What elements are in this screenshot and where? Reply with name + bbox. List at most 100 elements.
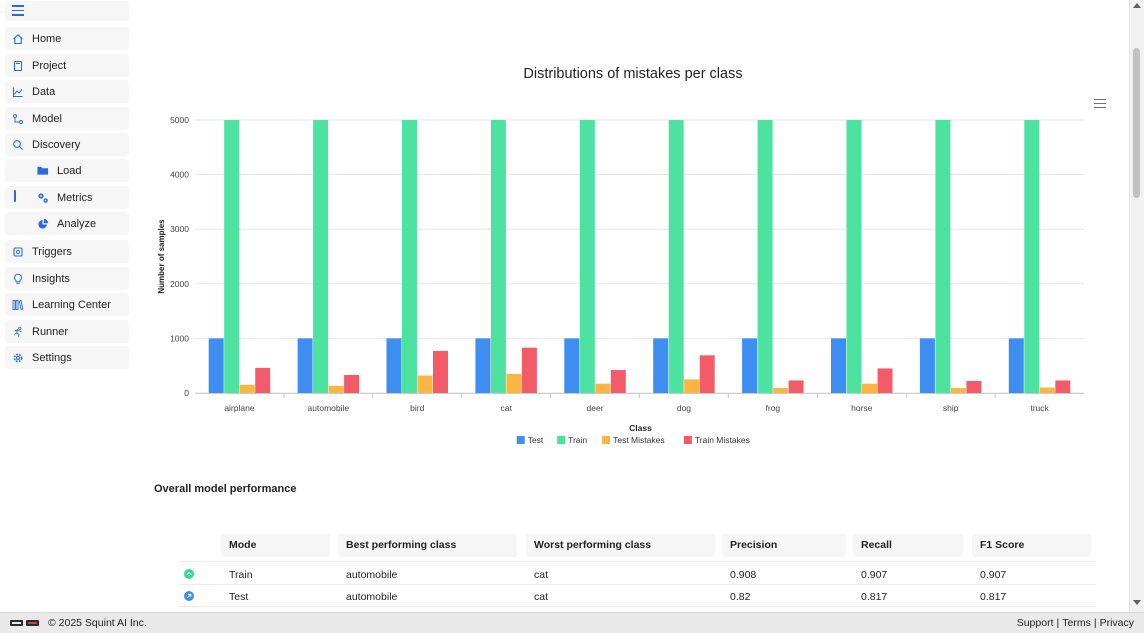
column-header-mode: Mode: [221, 534, 330, 557]
folder-icon: [37, 165, 49, 177]
privacy-link[interactable]: Privacy: [1099, 617, 1134, 629]
bar: [919, 338, 935, 393]
sidebar-item-metrics[interactable]: Metrics: [5, 186, 129, 209]
x-tick-label: automobile: [308, 403, 350, 413]
sidebar-item-discovery[interactable]: Discovery: [5, 133, 129, 156]
runner-icon: [12, 326, 24, 338]
y-tick-label: 5000: [170, 115, 189, 125]
sidebar-item-analyze[interactable]: Analyze: [5, 212, 129, 235]
hamburger-icon: [12, 5, 24, 16]
sidebar-item-insights[interactable]: Insights: [5, 267, 129, 290]
scrollbar-thumb[interactable]: [1133, 48, 1140, 198]
sidebar-item-data[interactable]: Data: [5, 80, 129, 103]
x-axis-title: Class: [629, 423, 652, 433]
bar: [1055, 380, 1071, 393]
sidebar-item-label: Load: [57, 164, 82, 177]
cell-worst-class: cat: [534, 569, 549, 581]
bar: [402, 120, 417, 393]
bar: [684, 379, 700, 393]
bar: [595, 383, 611, 393]
bar: [788, 380, 804, 393]
bar: [506, 373, 522, 393]
terms-link[interactable]: Terms: [1062, 617, 1091, 629]
gear-icon: [12, 352, 24, 364]
sidebar: Home Project Data Model Discovery Load M…: [0, 0, 132, 612]
x-tick-label: deer: [587, 403, 604, 413]
bar: [773, 388, 789, 393]
x-tick-label: cat: [500, 403, 512, 413]
bar: [1039, 387, 1055, 393]
cell-f1-score: 0.907: [980, 569, 1007, 581]
legend-label: Test Mistakes: [613, 435, 665, 445]
bar: [417, 375, 433, 393]
sidebar-item-runner[interactable]: Runner: [5, 320, 129, 343]
y-tick-label: 0: [184, 388, 189, 398]
cell-mode: Train: [229, 569, 253, 581]
sidebar-item-label: Discovery: [32, 138, 81, 151]
sidebar-item-label: Metrics: [57, 191, 93, 204]
sidebar-item-label: Insights: [32, 272, 70, 285]
company-logo-icon: [10, 619, 40, 627]
sidebar-item-label: Runner: [32, 325, 69, 338]
chart-menu-icon[interactable]: [1094, 99, 1106, 109]
legend-label: Test: [528, 435, 544, 445]
sidebar-item-triggers[interactable]: Triggers: [5, 240, 129, 263]
sidebar-item-settings[interactable]: Settings: [5, 346, 129, 369]
legend-swatch: [602, 436, 611, 444]
sidebar-item-label: Analyze: [57, 217, 97, 230]
sidebar-item-project[interactable]: Project: [5, 54, 129, 77]
support-link[interactable]: Support: [1016, 617, 1054, 629]
bar: [935, 120, 951, 393]
sidebar-item-home[interactable]: Home: [5, 27, 129, 50]
bar: [757, 120, 773, 393]
footer: © 2025 Squint AI Inc. Support | Terms | Priv…: [0, 612, 1144, 633]
bar: [475, 338, 491, 393]
x-tick-label: truck: [1030, 403, 1049, 413]
home-icon: [12, 33, 24, 45]
discovery-icon: [12, 139, 24, 151]
cell-worst-class: cat: [534, 591, 549, 603]
chart-title: Distributions of mistakes per class: [523, 66, 743, 82]
row-divider: [178, 606, 1096, 607]
x-tick-label: dog: [677, 403, 691, 413]
bar: [877, 368, 893, 393]
x-tick-label: frog: [766, 403, 781, 413]
column-header-f1-score: F1 Score: [972, 534, 1091, 557]
bar: [653, 338, 669, 393]
cell-best-class: automobile: [346, 569, 398, 581]
sidebar-item-label: Data: [32, 85, 56, 98]
lightbulb-icon: [12, 273, 24, 285]
y-tick-label: 1000: [170, 333, 189, 343]
bar: [433, 350, 448, 393]
bar: [862, 383, 877, 393]
bar: [966, 380, 982, 393]
bar: [610, 370, 626, 393]
bar: [699, 355, 715, 393]
sidebar-item-load[interactable]: Load: [5, 159, 129, 182]
active-item-indicator: [14, 190, 16, 202]
bar: [208, 338, 224, 393]
vertical-scrollbar[interactable]: [1129, 0, 1144, 612]
triggers-icon: [12, 246, 24, 258]
sidebar-item-learning-center[interactable]: Learning Center: [5, 293, 129, 316]
bar: [328, 385, 344, 393]
legend-label: Train Mistakes: [695, 435, 750, 445]
bar: [579, 120, 595, 393]
bar: [313, 120, 329, 393]
books-icon: [12, 299, 24, 311]
bar: [564, 338, 580, 393]
bar: [1008, 338, 1024, 393]
sidebar-item-label: Learning Center: [32, 298, 111, 311]
sidebar-item-label: Triggers: [32, 245, 72, 258]
x-tick-label: ship: [943, 403, 959, 413]
bar: [386, 338, 402, 393]
scroll-up-arrow-icon[interactable]: [1133, 3, 1141, 8]
test-mode-icon: [184, 591, 194, 601]
bar: [224, 120, 240, 393]
gears-icon: [37, 192, 49, 204]
column-header-best-class: Best performing class: [338, 534, 517, 557]
cell-f1-score: 0.817: [980, 591, 1007, 603]
scroll-down-arrow-icon[interactable]: [1133, 600, 1141, 605]
sidebar-item-model[interactable]: Model: [5, 107, 129, 130]
menu-toggle-button[interactable]: [5, 1, 129, 21]
